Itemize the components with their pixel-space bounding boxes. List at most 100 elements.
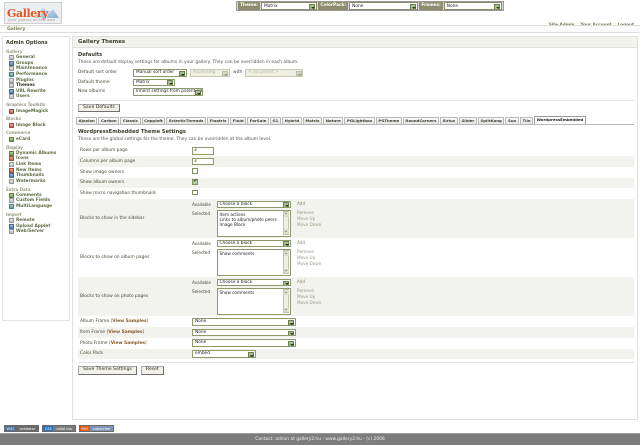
chevron-down-icon[interactable] [167,80,174,86]
list-item[interactable]: Show comments [219,289,255,295]
sidebar-move-up-button[interactable]: Move Up [297,215,316,221]
tab-ajaxian[interactable]: Ajaxian [76,116,98,125]
nav-logout[interactable]: Logout [618,22,634,27]
scroll-up-icon[interactable] [284,290,289,295]
scrollbar[interactable] [283,289,289,314]
css-valid-badge[interactable]: CSS valid css [42,425,76,432]
tab-roundcorners[interactable]: RoundCorners [402,116,440,125]
album-move-down-button[interactable]: Move Down [297,260,322,266]
tab-matrix[interactable]: Matrix [302,116,323,125]
tab-g1[interactable]: G1 [269,116,281,125]
sidebar-item-performance[interactable]: Performance [6,72,67,78]
photo-add-button[interactable]: Add [297,278,306,284]
tab-carbon[interactable]: Carbon [98,116,120,125]
item-frame-view-samples-link[interactable]: View Samples [108,330,143,335]
album-move-up-button[interactable]: Move Up [297,254,316,260]
tab-hybrid[interactable]: Hybrid [281,116,302,125]
gallery-logo[interactable]: Gallery your photos on the web [4,2,62,24]
sidebar-remove-button[interactable]: Remove [297,209,314,215]
nav-site-admin[interactable]: Site Admin [549,22,575,27]
tab-siriux[interactable]: Siriux [440,116,458,125]
tab-fluid[interactable]: Fluid [230,116,247,125]
sidebar-item-link-items[interactable]: Link Items [6,162,67,168]
rows-per-page-input[interactable] [192,147,214,155]
photo-frame-view-samples-link[interactable]: View Samples [110,340,146,346]
tab-splitkang[interactable]: SplitKang [477,116,505,125]
scroll-down-icon[interactable] [284,229,289,234]
photo-frame-select[interactable]: None [192,339,296,347]
photo-selected-listbox[interactable]: Show comments [216,287,291,315]
photo-move-up-button[interactable]: Move Up [297,293,316,299]
scrollbar[interactable] [283,250,289,275]
chevron-down-icon[interactable] [288,330,295,336]
nav-your-account[interactable]: Your Account [581,22,612,27]
sidebar-item-groups[interactable]: Groups [6,60,67,67]
list-item[interactable]: Links to album/photo peers [219,216,277,222]
tab-wordpressembedded[interactable]: WordpressEmbedded [534,115,586,125]
tab-pglightbox[interactable]: PGLightbox [344,116,375,125]
chevron-down-icon[interactable] [282,241,289,247]
sidebar-item-multilanguage[interactable]: MultiLanguage [6,204,67,210]
w3c-validator-badge[interactable]: W3C validator [4,425,40,432]
chevron-down-icon[interactable] [288,341,295,346]
album-available-select[interactable]: Choose a block [216,239,291,248]
toolbar-theme-select[interactable]: Matrix [261,2,318,10]
sidebar-available-select[interactable]: Choose a block [216,200,291,208]
chevron-down-icon[interactable] [410,4,417,9]
tab-slider[interactable]: Slider [458,116,477,125]
chevron-down-icon[interactable] [248,351,255,357]
chevron-down-icon[interactable] [282,202,289,208]
new-albums-select[interactable]: Inherit settings from parent album [133,88,203,96]
tab-copploft[interactable]: Copploft [141,116,166,125]
scroll-up-icon[interactable] [284,251,289,256]
default-theme-select[interactable]: Matrix [133,78,175,86]
sidebar-selected-listbox[interactable]: Item actions Links to album/photo peers … [216,209,291,237]
sidebar-item-icons[interactable]: Icons [6,156,67,162]
sidebar-item-web-server[interactable]: Web/Server [6,229,67,235]
reset-button[interactable]: Reset [140,366,164,376]
scroll-down-icon[interactable] [284,268,289,274]
sidebar-item-maintenance[interactable]: Maintenance [6,66,67,72]
tab-forsale[interactable]: ForSale [247,116,269,125]
default-sort-order-select[interactable]: Manual sort order [133,69,187,77]
chevron-down-icon[interactable] [309,4,316,9]
photo-available-select[interactable]: Choose a block [216,278,291,287]
tab-nature[interactable]: Nature [323,116,344,125]
tab-sun[interactable]: Sun [505,116,519,125]
tab-tile[interactable]: Tile [519,116,534,125]
sidebar-item-imagemagick[interactable]: ImageMagick [6,108,67,114]
chevron-down-icon[interactable] [282,280,289,286]
show-micro-nav-checkbox[interactable] [192,189,198,196]
chevron-down-icon[interactable] [493,4,500,9]
sidebar-item-url-rewrite[interactable]: URL Rewrite [6,88,67,95]
tab-classic[interactable]: Classic [120,116,141,125]
item-frame-select[interactable]: None [192,328,296,337]
chevron-down-icon[interactable] [222,70,229,76]
sidebar-item-thumbnails[interactable]: Thumbnails [6,173,67,179]
sidebar-item-image-block[interactable]: Image Block [6,122,67,128]
sidebar-item-general[interactable]: General [6,55,67,61]
toolbar-colorpack-select[interactable]: None [349,2,419,10]
columns-per-page-input[interactable] [192,157,214,166]
photo-move-down-button[interactable]: Move Down [297,299,322,305]
chevron-down-icon[interactable] [288,319,295,325]
save-defaults-button[interactable]: Save Defaults [78,103,120,113]
album-remove-button[interactable]: Remove [297,248,314,254]
sidebar-item-ecard[interactable]: eCard [6,136,67,142]
show-album-owners-checkbox[interactable] [192,179,198,185]
breadcrumb-gallery[interactable]: Gallery [7,27,26,33]
album-frame-select[interactable]: None [192,318,296,326]
sidebar-add-button[interactable]: Add [297,200,306,206]
list-item[interactable]: Show comments [219,250,255,256]
sidebar-item-plugins[interactable]: Plugins [6,77,67,83]
sidebar-item-new-items[interactable]: New Items [6,167,67,173]
toolbar-frames-select[interactable]: None [443,2,502,10]
chevron-down-icon[interactable] [295,70,302,76]
sidebar-item-comments[interactable]: Comments [6,192,67,199]
show-image-owners-checkbox[interactable] [192,168,198,174]
sidebar-item-remote[interactable]: Remote [6,218,67,224]
album-frame-view-samples-link[interactable]: View Samples [112,319,147,325]
color-pack-select[interactable]: embed [192,350,256,358]
sidebar-item-watermarks[interactable]: Watermarks [6,178,67,185]
sidebar-item-users[interactable]: Users [6,94,67,100]
